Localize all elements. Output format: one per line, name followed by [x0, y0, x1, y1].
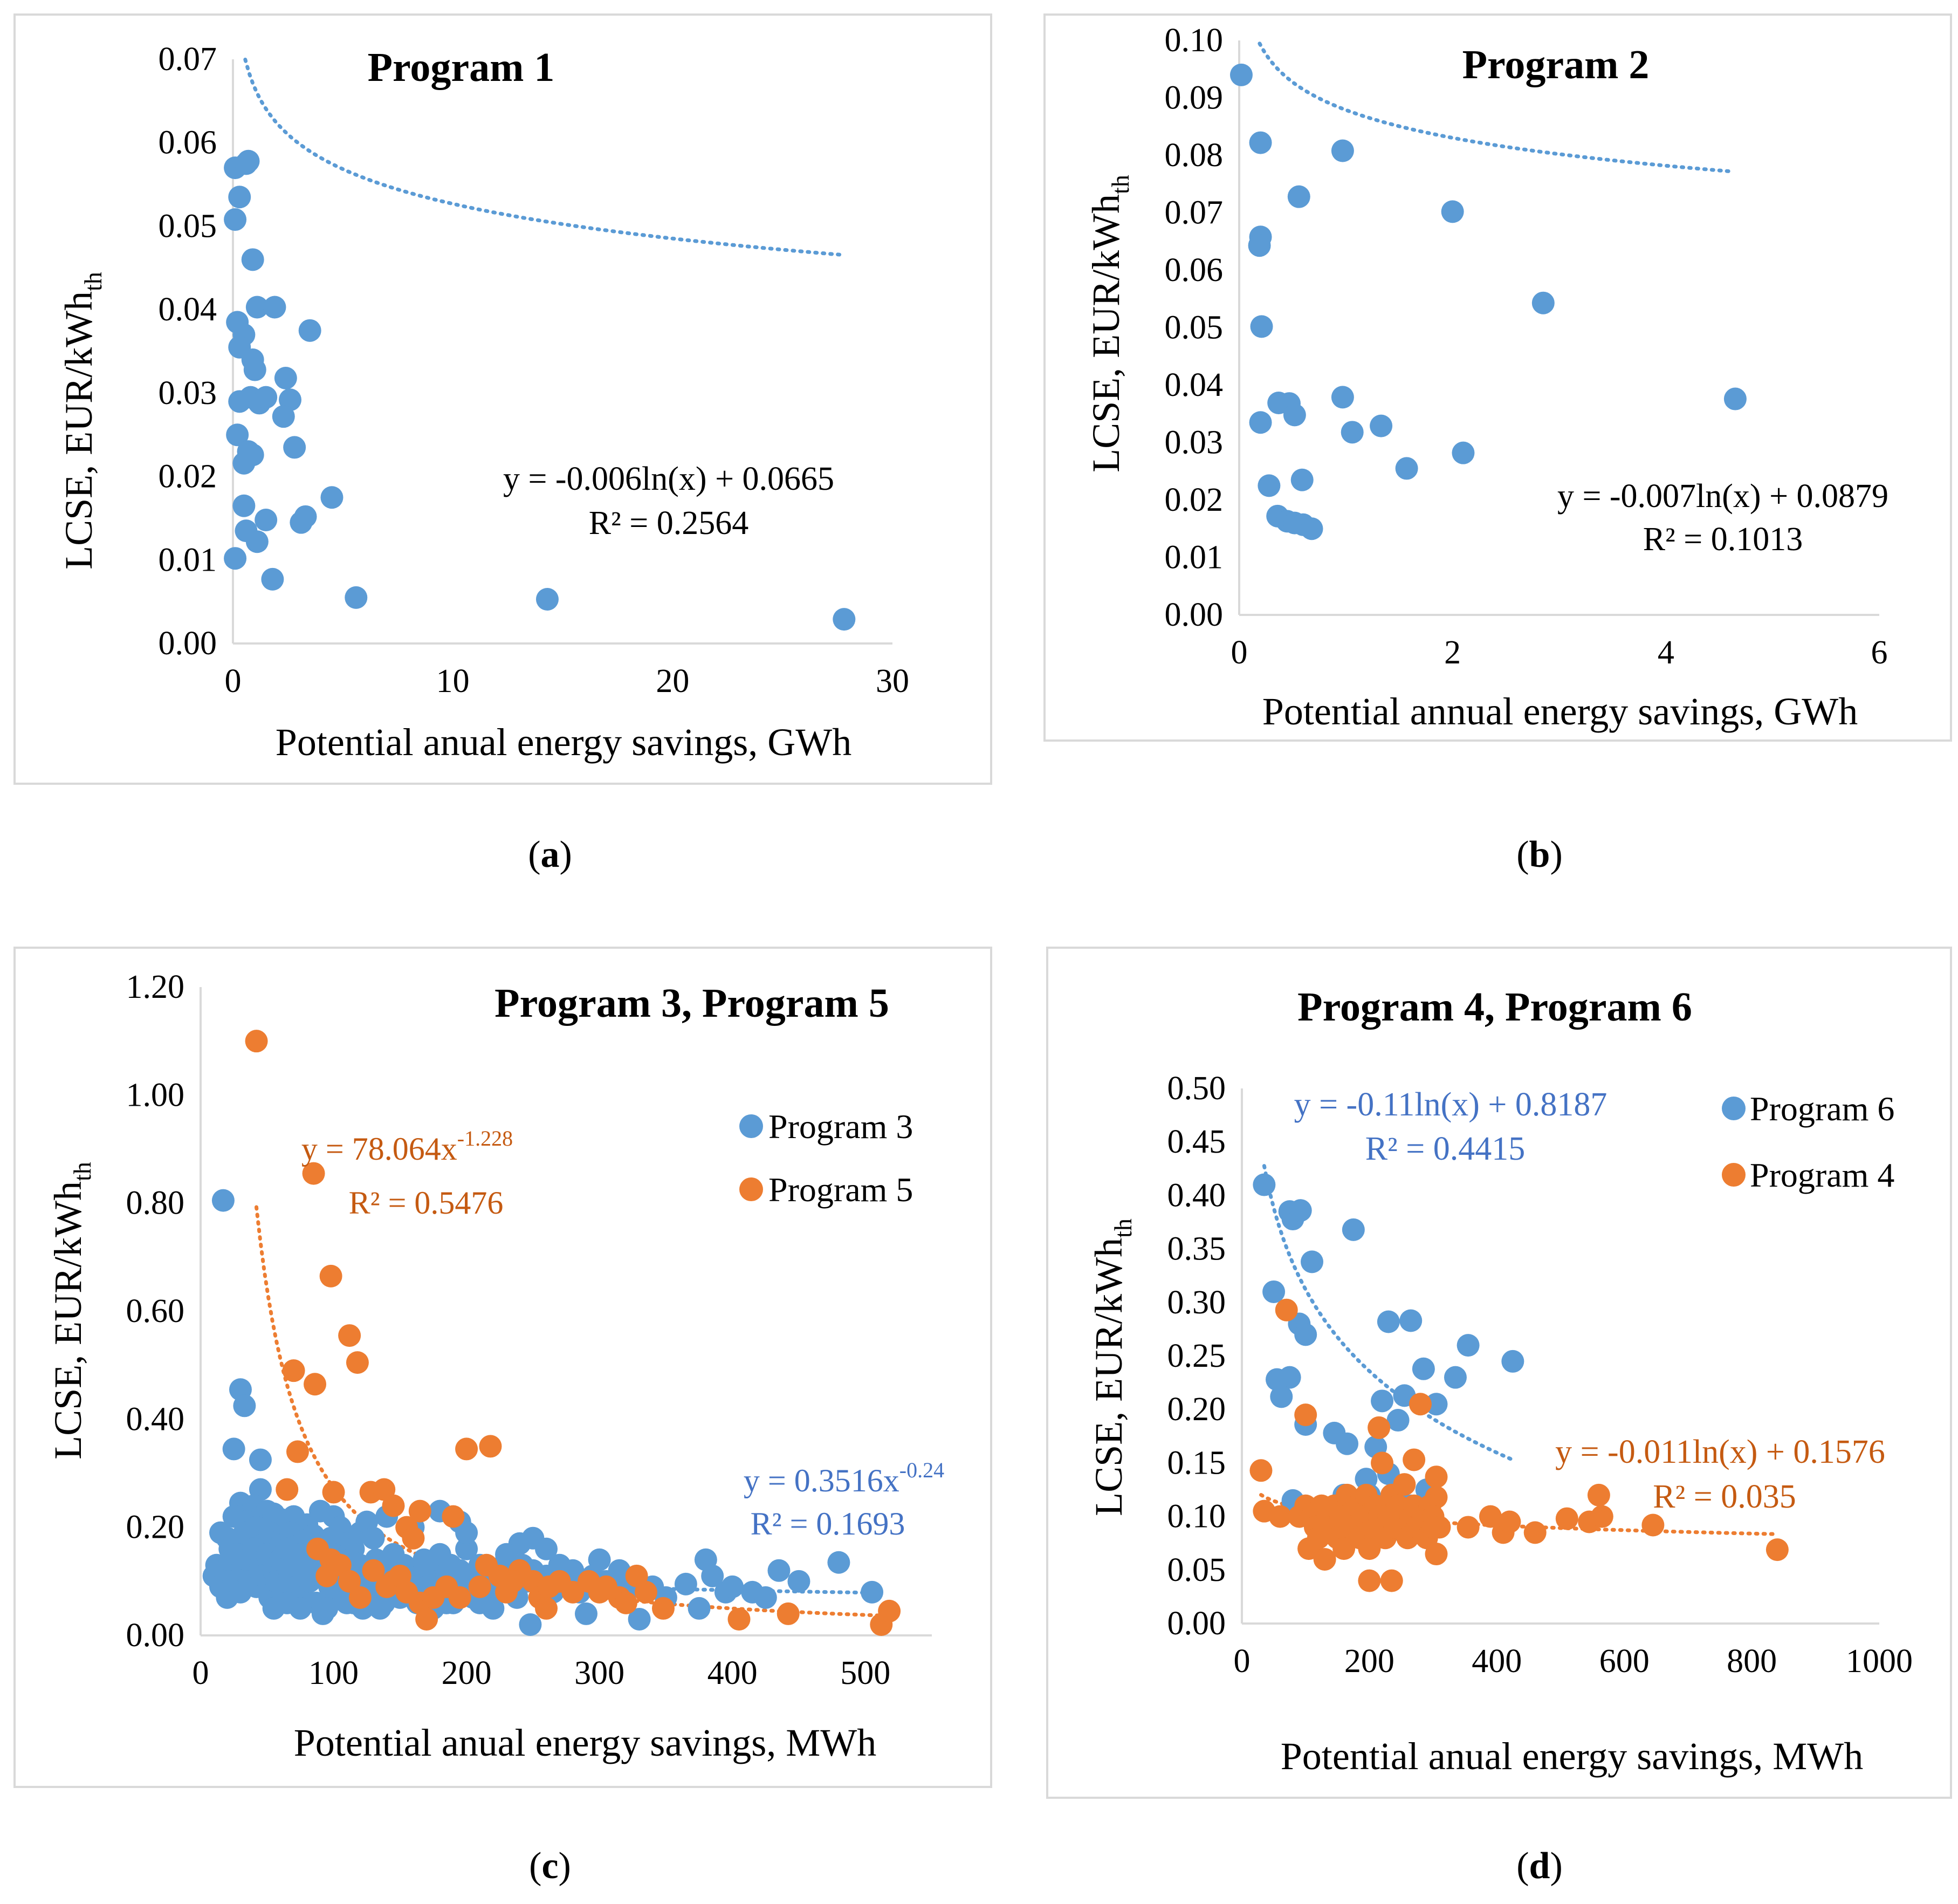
caption-a-letter: a: [540, 834, 560, 875]
caption-b-letter: b: [1529, 834, 1550, 875]
panel-c-frame: [13, 947, 992, 1788]
panel-b-frame: [1043, 13, 1952, 742]
caption-d-letter: d: [1529, 1845, 1550, 1887]
panel-d-frame: [1046, 947, 1952, 1799]
caption-d: (d): [1516, 1845, 1563, 1887]
caption-c: (c): [529, 1845, 571, 1887]
caption-c-letter: c: [541, 1845, 559, 1887]
caption-a: (a): [528, 834, 572, 875]
panel-a-frame: [13, 13, 992, 785]
caption-b: (b): [1516, 834, 1563, 875]
